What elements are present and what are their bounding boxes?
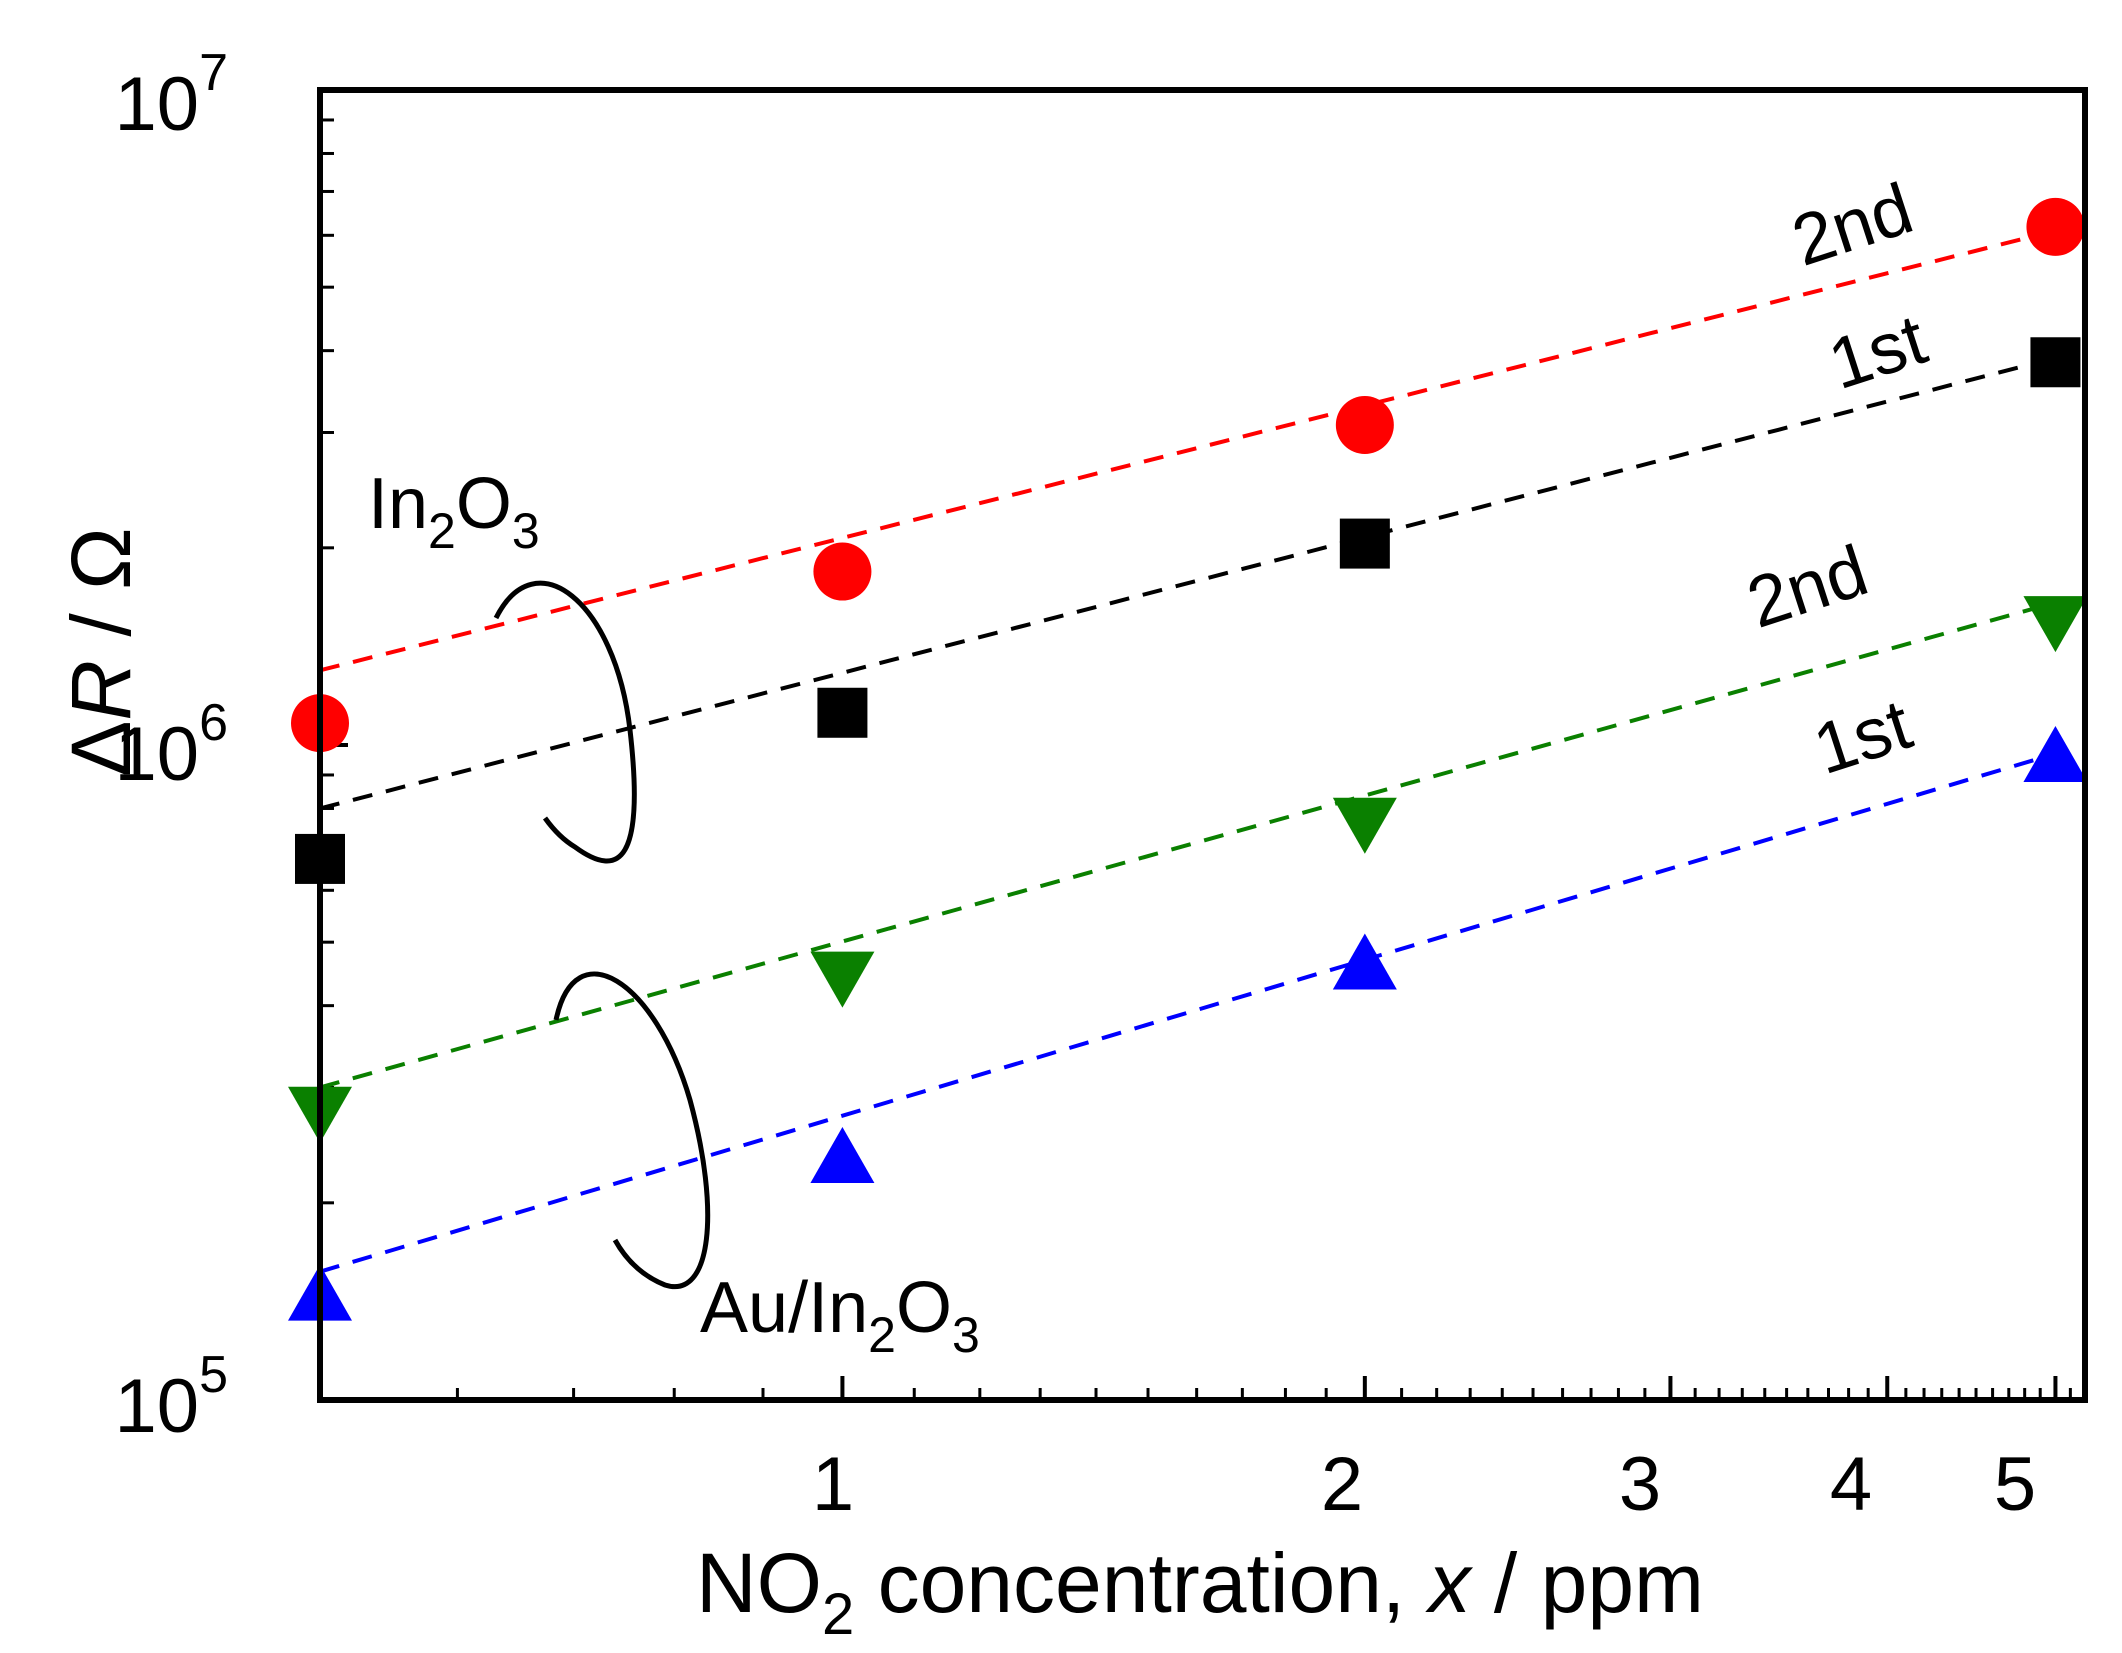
fit-lines <box>319 228 2057 1274</box>
in2o3-2nd-point <box>2026 197 2085 256</box>
y-tick-label-1e6: 106 <box>115 694 228 797</box>
label-red-2nd: 2nd <box>1783 169 1922 282</box>
annotation-au-in2o3: Au/In2O3 <box>700 1268 980 1363</box>
au-in2o3-1st-point <box>1332 933 1397 990</box>
y-axis-label: ΔR / Ω <box>54 527 148 777</box>
in2o3-group-arc <box>493 580 637 864</box>
in2o3-2nd-point <box>1335 395 1394 454</box>
in2o3-1st-fit-line <box>319 355 2056 811</box>
in2o3-2nd-point <box>813 542 872 601</box>
x-axis-label: NO2 concentration, x / ppm <box>696 1536 1704 1647</box>
y-tick-exponent: 5 <box>199 1346 228 1404</box>
au-in2o3-1st-fit-line <box>319 751 2057 1274</box>
au-in2o3-2nd-fit-line <box>319 600 2056 1090</box>
au-in2o3-2nd-point <box>1332 797 1397 854</box>
markers <box>288 197 2088 1321</box>
major-ticks <box>320 88 2058 1402</box>
in2o3-1st-point <box>2030 337 2081 388</box>
x-tick-label-2: 2 <box>1321 1442 1363 1527</box>
in2o3-1st-point <box>817 687 868 738</box>
au-in2o3-2nd-point <box>810 951 875 1008</box>
minor-ticks <box>320 118 2072 1400</box>
au-in2o3-1st-point <box>810 1127 875 1184</box>
y-tick-exponent: 6 <box>199 694 228 752</box>
au-in2o3-1st-point <box>2023 725 2088 782</box>
label-green-2nd: 2nd <box>1738 531 1877 644</box>
y-tick-exponent: 7 <box>199 44 228 102</box>
au-in2o3-group-arc <box>553 971 711 1290</box>
in2o3-1st-point <box>1339 518 1390 569</box>
x-tick-label-4: 4 <box>1830 1442 1872 1527</box>
annotation-in2o3: In2O3 <box>368 464 540 559</box>
plot-frame <box>317 87 2088 1403</box>
x-tick-label-3: 3 <box>1619 1442 1661 1527</box>
au-in2o3-2nd-point <box>2023 596 2088 653</box>
in2o3-2nd-fit-line <box>319 228 2056 673</box>
label-black-1st: 1st <box>1820 299 1936 405</box>
y-tick-label-1e7: 107 <box>115 44 228 147</box>
label-blue-1st: 1st <box>1805 684 1921 790</box>
x-tick-label-5: 5 <box>1994 1442 2036 1527</box>
y-tick-label-1e5: 105 <box>115 1346 228 1449</box>
x-tick-label-1: 1 <box>812 1442 854 1527</box>
